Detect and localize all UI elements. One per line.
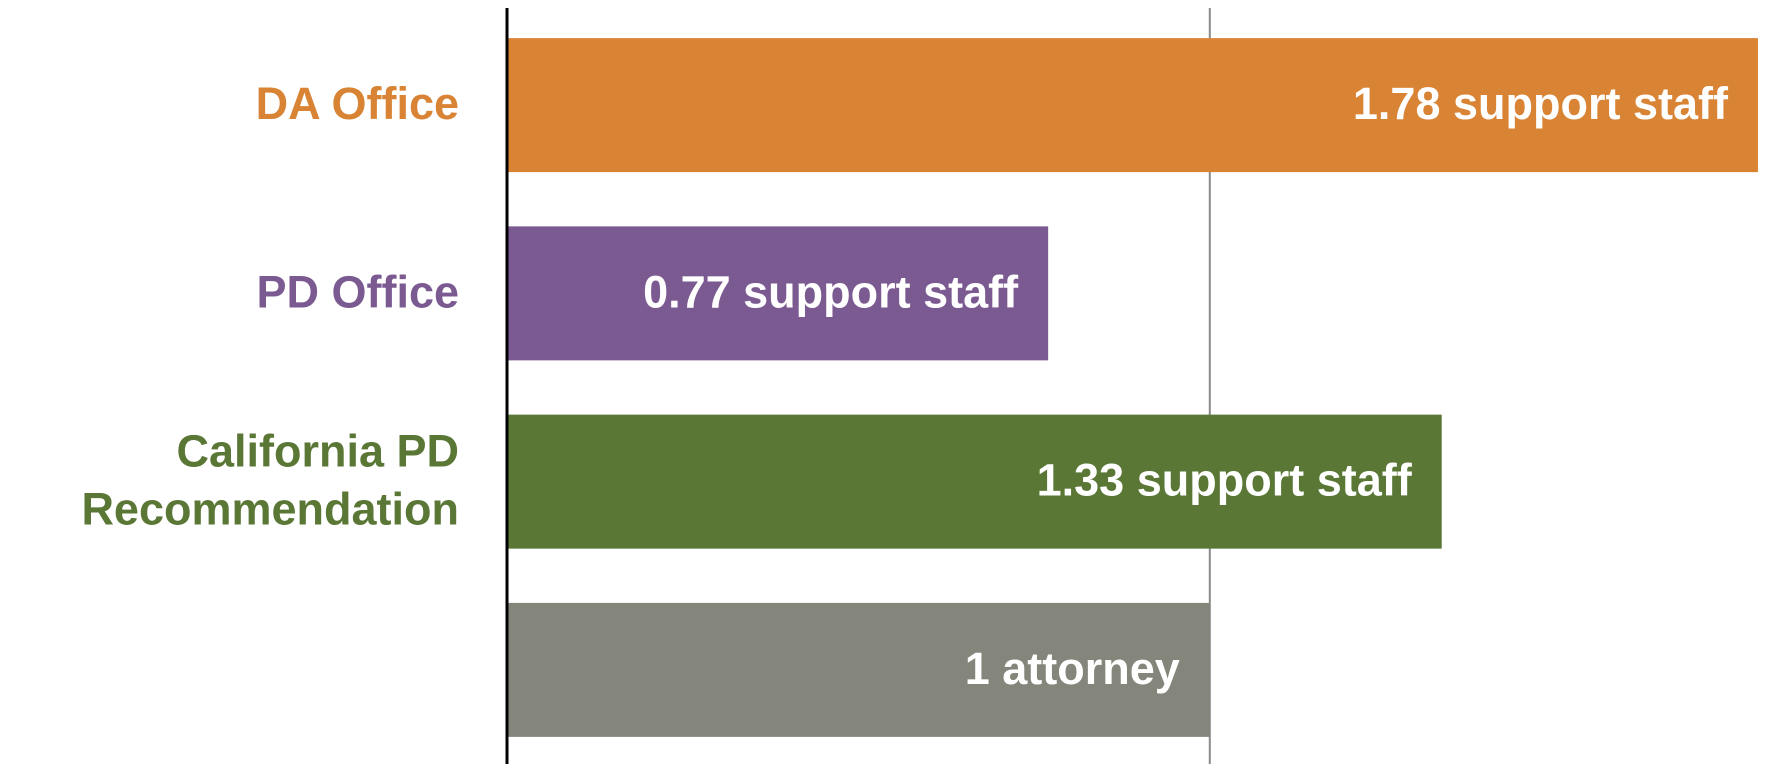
value-label: 1.78 support staff: [1353, 78, 1729, 129]
category-label: DA Office: [256, 78, 459, 129]
bar: [507, 38, 1758, 173]
category-label: PD Office: [256, 266, 459, 317]
value-label: 1.33 support staff: [1037, 455, 1413, 506]
bar: [507, 602, 1210, 737]
bar: [507, 414, 1442, 549]
value-label: 1 attorney: [965, 643, 1180, 694]
bar: [507, 226, 1049, 361]
value-label: 0.77 support staff: [643, 266, 1019, 317]
category-label: California PD Recommendation: [81, 426, 459, 535]
